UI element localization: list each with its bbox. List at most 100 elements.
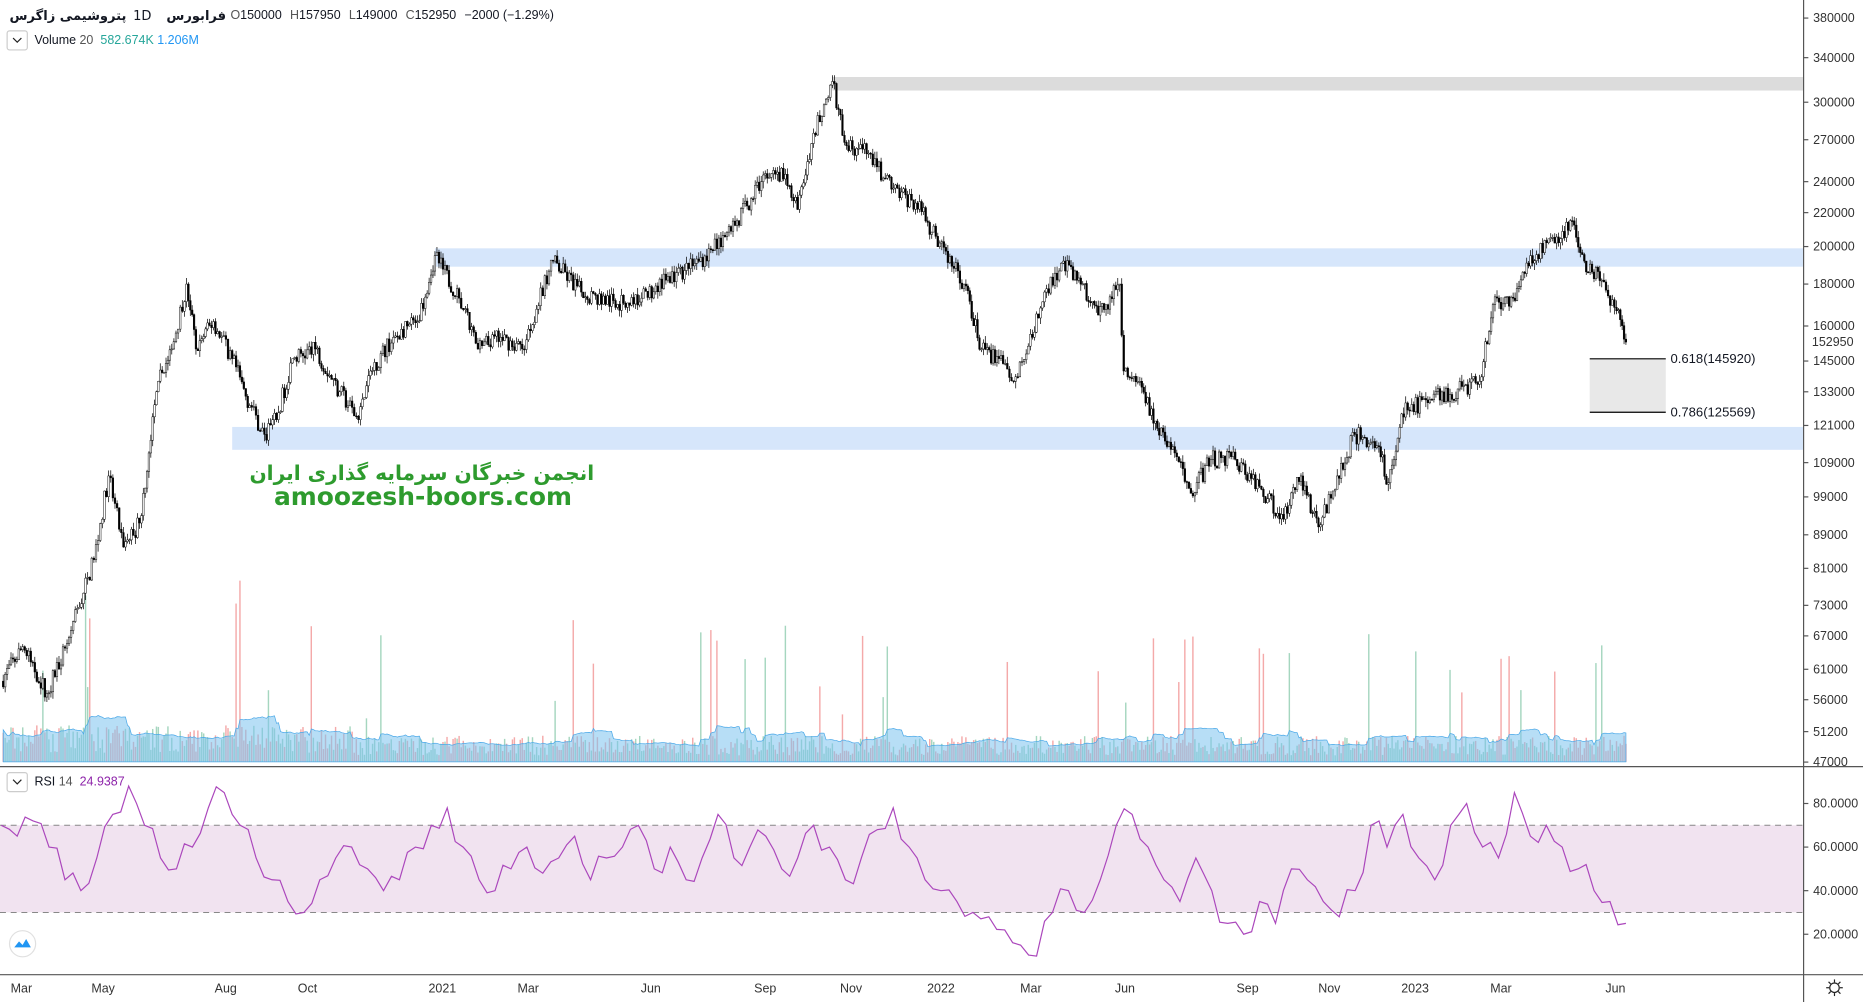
candle-body [584,296,587,298]
candle-body [1361,437,1364,440]
candle-body [116,503,119,509]
time-axis[interactable]: Mar May Aug Oct 2021 Mar Jun Sep Nov 2022 Mar Jun Se… [11,981,1626,995]
rsi-axis[interactable]: 80.0000 60.0000 40.0000 20.0000 [1803,797,1859,942]
candle-body [59,664,63,670]
candle-body [1211,450,1215,460]
candle-body [944,247,947,252]
candle-body [23,646,26,651]
candle-body [1482,361,1485,378]
candle-body [742,203,745,209]
candle-body [1365,437,1368,448]
candle-body [1416,397,1419,414]
rsi-line [0,784,1627,957]
candle-body [29,650,32,663]
candle-body [86,576,89,579]
candle-body [1025,353,1028,360]
candle-body [355,415,358,418]
candle-body [624,302,627,308]
candle-body [776,171,779,175]
candle-body [839,109,842,115]
collapse-rsi-button[interactable] [6,772,28,793]
candle-body [1087,299,1090,302]
candle-body [206,322,209,330]
volume-bar [1461,692,1463,762]
candle-body [843,135,846,143]
candle-body [1486,341,1489,345]
settings-gear-icon[interactable] [1826,979,1843,997]
volume-bar [861,635,864,762]
tradingview-logo-icon[interactable] [8,930,37,958]
candle-body [212,321,215,328]
candle-body [1232,451,1235,457]
price-tick-label: 51200 [1813,725,1848,739]
candle-body [566,271,569,281]
candle-body [445,265,449,271]
candle-body [626,302,629,308]
candle-body [1567,221,1570,231]
candle-body [336,380,339,397]
candle-body [39,682,42,689]
candle-body [1490,317,1493,332]
candle-body [774,170,777,175]
candle-body [1209,459,1213,467]
candle-body [614,300,617,308]
candle-body [768,177,771,179]
candle-body [650,286,653,299]
candle-body [1525,262,1528,274]
candle-body [1280,514,1283,520]
candle-body [1338,475,1341,479]
candle-body [827,97,830,100]
candle-body [13,658,16,662]
candle-body [1412,404,1415,413]
candle-body [439,257,443,264]
candle-body [1523,271,1526,274]
candle-body [952,266,955,269]
open-label: O [230,8,240,22]
candle-body [78,607,81,609]
symbol-legend[interactable]: پتروشیمی زاگرس 1D فرابورس O150000 H15795… [10,8,554,24]
candle-body [1323,504,1326,518]
candle-body [596,294,599,305]
volume-legend[interactable]: Volume 20 582.674K 1.206M [6,30,199,51]
time-tick-label: Oct [298,981,318,995]
collapse-volume-button[interactable] [6,30,28,51]
candle-body [1545,240,1548,244]
candle-body [328,375,331,377]
price-tick-label: 73000 [1813,599,1848,613]
candle-body [867,152,870,155]
candle-body [679,266,682,269]
fib-retracement[interactable]: 0.618(145920) 0.786(125569) [1589,351,1756,419]
candle-body [377,367,380,371]
candle-body [898,187,901,198]
high-value: 157950 [299,8,341,22]
candle-body [519,341,522,345]
candle-body [978,337,981,350]
candle-body [485,336,488,343]
candle-body [882,177,885,181]
candle-body [1169,441,1172,450]
candle-body [592,291,595,294]
candle-body [348,400,352,407]
candle-body [541,287,544,296]
candle-body [1101,303,1104,307]
candle-body [310,346,313,355]
candle-body [1624,338,1627,343]
candle-body [857,148,860,150]
rsi-legend[interactable]: RSI 14 24.9387 [6,772,125,793]
svg-text:RSI 14 24.9387: RSI 14 24.9387 [34,775,124,789]
candle-body [229,350,232,359]
price-axis[interactable]: 380000 340000 300000 270000 240000 220000 2000… [1803,11,1855,769]
price-tick-label: 220000 [1813,206,1855,220]
candle-body [57,662,61,670]
candle-body [717,237,720,249]
candle-body [812,132,815,144]
candle-body [877,161,881,168]
candle-body [289,362,292,383]
last-price-label: 152950 [1812,335,1854,349]
candle-body [928,222,931,235]
candle-body [390,342,393,352]
candle-body [572,274,575,291]
candle-body [314,342,317,350]
price-tick-label: 133000 [1813,385,1855,399]
